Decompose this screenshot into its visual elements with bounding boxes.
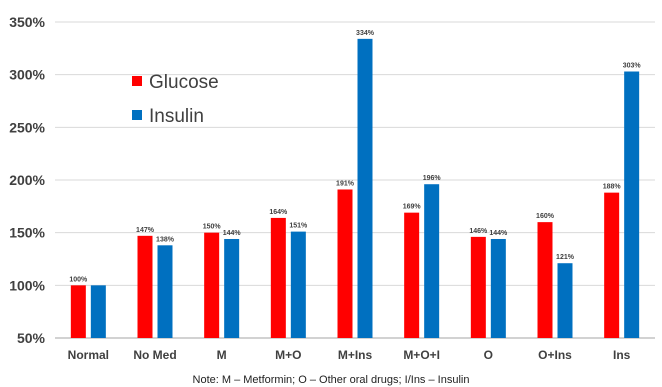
bar-glucose	[70, 285, 86, 338]
data-label-insulin: 138%	[156, 236, 175, 243]
legend: Glucose Insulin	[132, 72, 219, 127]
gridlines	[55, 21, 655, 286]
data-label-glucose: 188%	[603, 184, 622, 191]
bar-insulin	[624, 71, 640, 339]
legend-swatch-insulin	[132, 110, 142, 120]
data-label-glucose: 164%	[269, 209, 288, 216]
chart-note: Note: M – Metformin; O – Other oral drug…	[193, 374, 470, 386]
y-tick-label: 100%	[9, 277, 45, 293]
y-tick-label: 150%	[9, 225, 45, 241]
data-label-insulin: 196%	[423, 175, 442, 182]
bar-glucose	[337, 189, 353, 338]
data-label-insulin: 144%	[223, 230, 242, 237]
data-label-glucose: 147%	[136, 227, 155, 234]
data-label-insulin: 151%	[289, 223, 308, 230]
data-labels: 100%147%138%150%144%164%151%191%334%169%…	[69, 30, 641, 283]
bar-glucose	[204, 232, 220, 338]
bar-glucose	[137, 235, 153, 338]
y-tick-label: 50%	[17, 330, 46, 346]
bar-insulin	[290, 231, 306, 338]
y-tick-label: 350%	[9, 14, 45, 30]
bar-insulin	[157, 245, 173, 338]
data-label-glucose: 160%	[536, 213, 555, 220]
bar-insulin	[490, 238, 506, 338]
data-label-glucose: 146%	[469, 228, 488, 235]
bar-insulin	[357, 38, 373, 338]
bar-glucose	[470, 236, 486, 338]
bar-glucose	[604, 192, 620, 338]
data-label-glucose: 150%	[203, 224, 222, 231]
x-tick-label: M+Ins	[338, 348, 373, 362]
x-tick-label: M+O+I	[403, 348, 440, 362]
x-tick-label: M+O	[275, 348, 301, 362]
y-axis-ticks: 50% 100% 150% 200% 250% 300% 350%	[9, 14, 45, 346]
legend-swatch-glucose	[132, 76, 142, 86]
data-label-glucose: 169%	[403, 204, 422, 211]
bar-insulin	[424, 184, 440, 338]
bar-glucose	[270, 217, 286, 338]
x-tick-label: No Med	[133, 348, 176, 362]
data-label-insulin: 303%	[623, 63, 642, 70]
x-tick-label: Ins	[613, 348, 631, 362]
data-label-insulin: 121%	[556, 254, 575, 261]
data-label-insulin: 334%	[356, 30, 375, 37]
legend-label-glucose: Glucose	[149, 72, 219, 93]
x-tick-label: O+Ins	[538, 348, 572, 362]
y-tick-label: 300%	[9, 67, 45, 83]
x-tick-label: O	[484, 348, 493, 362]
bar-glucose	[404, 212, 420, 338]
bar-insulin	[557, 263, 573, 338]
y-tick-label: 250%	[9, 119, 45, 135]
x-tick-label: M	[217, 348, 227, 362]
x-axis-ticks: Normal No Med M M+O M+Ins M+O+I O O+Ins Ins	[68, 348, 631, 362]
bar-insulin	[224, 238, 240, 338]
x-tick-label: Normal	[68, 348, 109, 362]
y-tick-label: 200%	[9, 172, 45, 188]
bar-glucose	[537, 222, 553, 338]
data-label-insulin: 144%	[489, 230, 508, 237]
bar-insulin	[90, 285, 106, 338]
data-label-glucose: 100%	[69, 276, 88, 283]
bars	[70, 38, 640, 339]
legend-label-insulin: Insulin	[149, 106, 204, 127]
data-label-glucose: 191%	[336, 180, 355, 187]
